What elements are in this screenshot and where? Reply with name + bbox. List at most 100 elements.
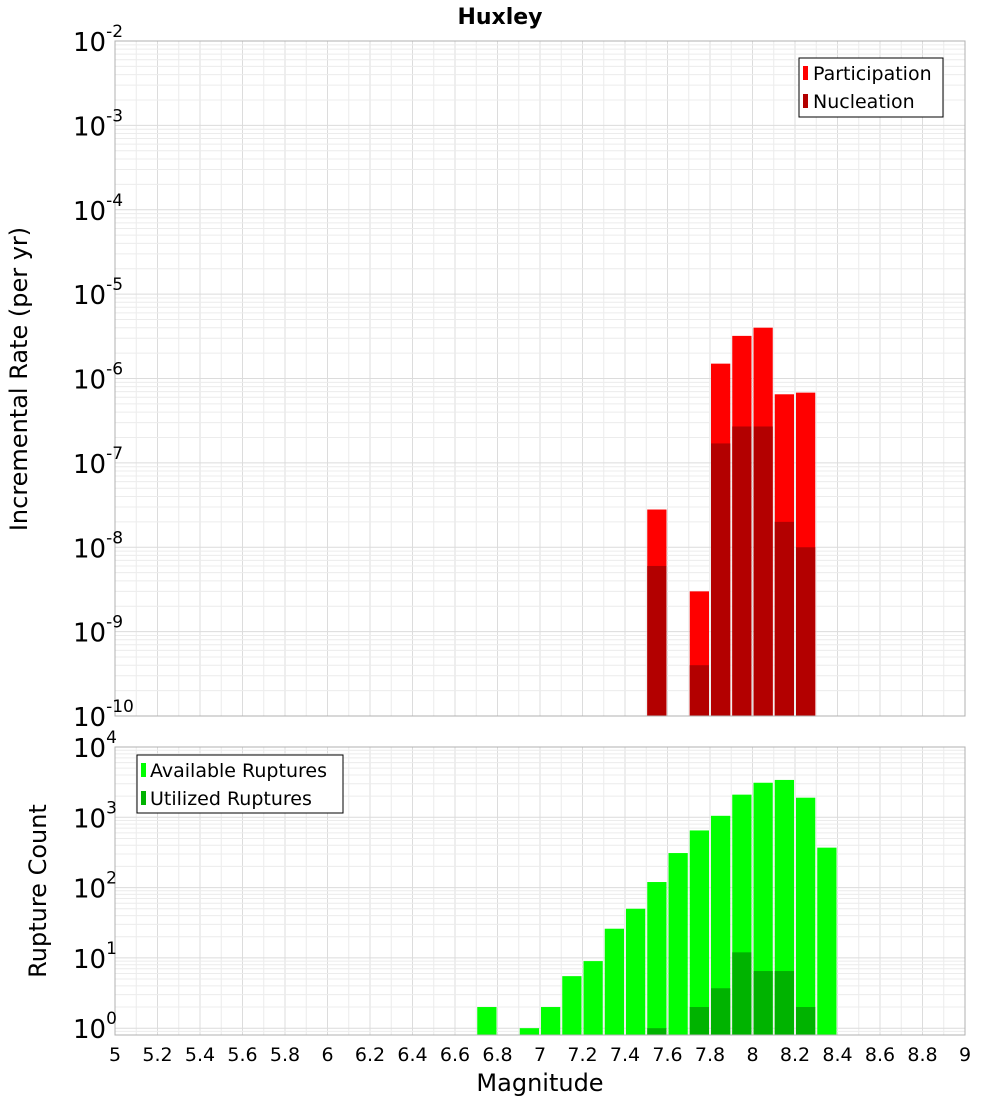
legend-swatch-nucleation <box>803 94 808 108</box>
top-legend-box <box>798 57 944 118</box>
x-tick-label: 8.4 <box>822 1044 852 1066</box>
bottom-legend: Available Ruptures Utilized Ruptures <box>136 754 344 814</box>
x-tick-label: 7.4 <box>610 1044 640 1066</box>
bottom-bar-utilized-ruptures <box>647 1028 667 1035</box>
rupture-count-panel: 104 103 1 0 2 101 100 5 5.2 5.4 5.6 5.8 6 6.2 6.4 6.6 6… <box>24 728 971 1097</box>
x-tick-label: 7.6 <box>652 1044 682 1066</box>
x-tick-label: 8.2 <box>780 1044 810 1066</box>
y-tick-label: 10-7 <box>73 444 123 480</box>
top-bar-nucleation <box>732 426 752 716</box>
bottom-bar-available-ruptures <box>541 1007 561 1035</box>
bottom-bar-utilized-ruptures <box>796 1007 816 1035</box>
legend-label-available: Available Ruptures <box>150 760 327 782</box>
y-tick-exponent: -8 <box>106 528 123 548</box>
legend-swatch-utilized <box>141 791 146 805</box>
bottom-bar-available-ruptures <box>583 961 603 1035</box>
y-tick-label: 104 <box>73 728 117 764</box>
y-tick-label: 10-8 <box>73 528 123 564</box>
bottom-bar-available-ruptures <box>711 815 731 1035</box>
y-tick-label: 10-9 <box>73 613 123 649</box>
bottom-bar-available-ruptures <box>604 928 624 1035</box>
y-tick-exponent: 0 <box>106 1009 117 1029</box>
x-tick-label: 8.8 <box>907 1044 937 1066</box>
x-tick-label: 6.4 <box>397 1044 427 1066</box>
x-tick-label: 5.8 <box>270 1044 300 1066</box>
x-tick-label: 7.8 <box>695 1044 725 1066</box>
x-tick-label: 8.6 <box>865 1044 895 1066</box>
bottom-legend-box <box>136 754 344 814</box>
bottom-x-ticks: 5 5.2 5.4 5.6 5.8 6 6.2 6.4 6.6 6.8 7 7.2 7.4 7.6 7.8 8… <box>109 1044 971 1066</box>
bottom-bars <box>477 779 837 1035</box>
bottom-bar-available-ruptures <box>647 882 667 1035</box>
top-grid <box>114 40 966 717</box>
top-y-ticks: 10-2 10-3 10-4 10-5 10-6 10-7 10-8 10-9 10-10 <box>73 22 134 733</box>
y-tick-label: 10-5 <box>73 275 123 311</box>
x-tick-label: 5 <box>109 1044 121 1066</box>
bottom-bar-utilized-ruptures <box>774 971 794 1035</box>
bottom-bar-utilized-ruptures <box>711 988 731 1035</box>
y-tick-label: 10-4 <box>73 191 123 227</box>
y-tick-exponent: 3 <box>106 798 117 818</box>
y-tick-label: 10-10 <box>73 697 134 733</box>
y-tick-label: 10-2 <box>73 22 123 58</box>
bottom-bar-available-ruptures <box>668 853 688 1035</box>
x-tick-label: 8 <box>746 1044 758 1066</box>
y-tick-label: 10-3 <box>73 106 123 142</box>
x-tick-label: 6 <box>321 1044 333 1066</box>
y-tick-exponent: -2 <box>106 22 123 42</box>
bottom-bar-available-ruptures <box>519 1028 539 1035</box>
bottom-plot-border <box>114 746 966 1036</box>
bottom-bar-available-ruptures <box>817 847 837 1035</box>
top-bar-nucleation <box>774 521 794 716</box>
x-tick-label: 6.2 <box>355 1044 385 1066</box>
x-tick-label: 6.8 <box>482 1044 512 1066</box>
top-bars <box>647 327 816 716</box>
x-tick-label: 7.2 <box>567 1044 597 1066</box>
y-tick-label: 10-6 <box>73 360 123 396</box>
y-tick-label: 103 <box>73 798 117 834</box>
y-tick-exponent: -6 <box>106 360 123 380</box>
legend-label-participation: Participation <box>813 63 932 85</box>
top-bar-nucleation <box>711 443 731 716</box>
bottom-bar-utilized-ruptures <box>689 1007 709 1035</box>
y-tick-label: 101 <box>73 939 117 975</box>
y-tick-exponent: 2 <box>106 869 117 889</box>
bottom-bar-utilized-ruptures <box>753 971 773 1035</box>
bottom-bar-available-ruptures <box>562 976 582 1035</box>
top-bar-nucleation <box>647 565 667 716</box>
x-tick-label: 6.6 <box>440 1044 470 1066</box>
bottom-y-axis-label: Rupture Count <box>24 804 52 978</box>
y-tick-exponent: -4 <box>106 191 123 211</box>
bottom-bar-available-ruptures <box>626 908 646 1035</box>
y-tick-exponent: -3 <box>106 106 123 126</box>
top-bar-nucleation <box>753 426 773 716</box>
top-plot-border <box>114 40 966 717</box>
legend-label-utilized: Utilized Ruptures <box>150 788 312 810</box>
x-axis-label: Magnitude <box>476 1069 603 1097</box>
legend-swatch-participation <box>803 66 808 80</box>
legend-swatch-available <box>141 763 146 777</box>
y-tick-exponent: -7 <box>106 444 123 464</box>
legend-label-nucleation: Nucleation <box>813 91 915 113</box>
x-tick-label: 5.2 <box>142 1044 172 1066</box>
y-tick-exponent: 4 <box>106 728 117 748</box>
top-legend: Participation Nucleation <box>798 57 944 118</box>
top-bar-nucleation <box>796 547 816 716</box>
top-y-axis-label: Incremental Rate (per yr) <box>5 227 33 531</box>
y-tick-exponent: -5 <box>106 275 123 295</box>
x-tick-label: 5.4 <box>185 1044 215 1066</box>
chart-title: Huxley <box>457 5 542 30</box>
bottom-bar-available-ruptures <box>477 1007 497 1035</box>
bottom-y-ticks: 104 103 1 0 2 101 100 <box>73 728 117 1045</box>
bottom-bar-utilized-ruptures <box>732 952 752 1035</box>
bottom-bar-available-ruptures <box>689 830 709 1035</box>
y-tick-exponent: -10 <box>106 697 134 717</box>
x-tick-label: 5.6 <box>227 1044 257 1066</box>
y-tick-exponent: -9 <box>106 613 123 633</box>
y-tick-label: 100 <box>73 1009 117 1045</box>
x-tick-label: 9 <box>959 1044 971 1066</box>
x-tick-label: 7 <box>534 1044 546 1066</box>
top-bar-nucleation <box>689 665 709 716</box>
y-tick-exponent: 1 <box>106 939 117 959</box>
